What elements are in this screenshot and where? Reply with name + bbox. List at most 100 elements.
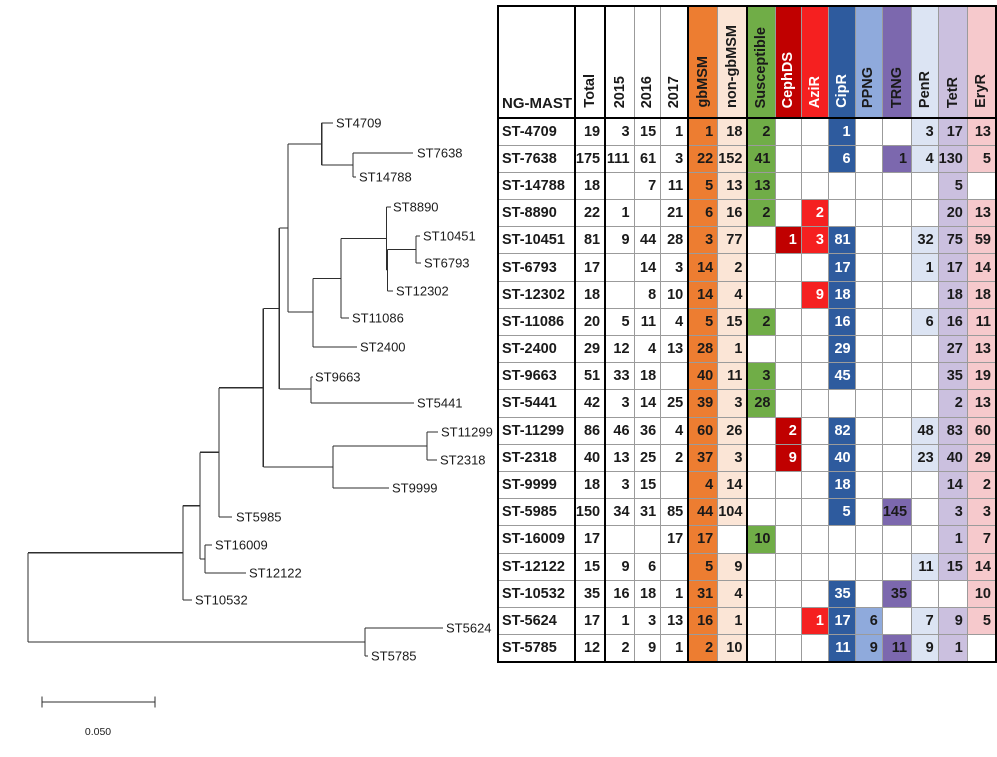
table-cell-ngmast: ST-2318 <box>497 443 576 472</box>
table-cell-nongbmsm: 13 <box>717 171 749 201</box>
table-cell-gbmsm: 2 <box>687 634 719 663</box>
table-cell-y2016: 15 <box>633 470 662 500</box>
table-cell-susc <box>746 606 776 636</box>
data-table-container: NG-MAST Total 2015 2016 2017 gbMSM non-gbMSM Su… <box>497 5 997 663</box>
table-cell-total: 12 <box>573 634 607 663</box>
table-cell-gbmsm: 14 <box>687 280 719 309</box>
column-header-label: CipR <box>833 74 850 108</box>
table-cell-penr: 48 <box>911 416 939 445</box>
table-cell-penr: 32 <box>911 226 939 255</box>
table-cell-susc <box>746 253 776 282</box>
column-header-y2017: 2017 <box>660 5 690 119</box>
table-cell-susc <box>746 498 776 527</box>
table-cell-y2016: 44 <box>633 226 662 255</box>
table-cell-y2016: 9 <box>633 634 662 663</box>
table-cell-cephds <box>774 144 802 173</box>
table-cell-y2015: 46 <box>604 416 635 445</box>
table-cell-penr <box>911 171 939 201</box>
table-cell-ppng <box>854 144 883 173</box>
table-cell-tetr: 1 <box>937 634 968 663</box>
table-cell-ppng <box>854 171 883 201</box>
table-cell-ppng <box>854 470 883 500</box>
column-header-y2016: 2016 <box>633 5 662 119</box>
table-cell-penr <box>911 199 939 228</box>
table-cell-eryr <box>966 634 997 663</box>
table-cell-cipr: 1 <box>828 117 856 146</box>
table-cell-trng: 35 <box>881 579 913 608</box>
table-cell-cipr: 18 <box>828 470 856 500</box>
column-header-total: Total <box>573 5 607 119</box>
table-cell-eryr: 5 <box>966 144 997 173</box>
table-cell-cipr: 17 <box>828 253 856 282</box>
table-cell-ppng <box>854 416 883 445</box>
table-row: ST-5785 12 2 9 1 2 10 11 9 11 9 1 <box>497 634 997 663</box>
table-cell-cephds: 1 <box>774 226 802 255</box>
table-cell-susc <box>746 280 776 309</box>
table-cell-y2015: 3 <box>604 470 635 500</box>
table-row: ST-14788 18 7 11 5 13 13 5 <box>497 171 997 201</box>
table-cell-eryr: 59 <box>966 226 997 255</box>
table-cell-cephds <box>774 171 802 201</box>
table-cell-y2017: 4 <box>660 307 690 337</box>
table-cell-y2017 <box>660 470 690 500</box>
table-cell-ngmast: ST-11299 <box>497 416 576 445</box>
table-cell-gbmsm: 16 <box>687 606 719 636</box>
column-header-label: gbMSM <box>694 56 711 108</box>
table-cell-susc <box>746 443 776 472</box>
table-cell-trng <box>881 199 913 228</box>
table-cell-y2015: 16 <box>604 579 635 608</box>
table-cell-eryr: 13 <box>966 199 997 228</box>
table-cell-y2015: 9 <box>604 226 635 255</box>
table-cell-penr: 4 <box>911 144 939 173</box>
table-cell-tetr: 35 <box>937 362 968 391</box>
table-cell-y2016: 7 <box>633 171 662 201</box>
table-cell-nongbmsm: 152 <box>717 144 749 173</box>
table-cell-y2015 <box>604 171 635 201</box>
table-cell-nongbmsm <box>717 525 749 554</box>
table-cell-susc: 13 <box>746 171 776 201</box>
table-row: ST-9663 51 33 18 40 11 3 45 35 19 <box>497 362 997 391</box>
table-cell-eryr: 7 <box>966 525 997 554</box>
table-cell-trng <box>881 280 913 309</box>
table-cell-eryr: 13 <box>966 334 997 364</box>
table-cell-eryr: 11 <box>966 307 997 337</box>
table-cell-ngmast: ST-4709 <box>497 117 576 146</box>
table-cell-susc <box>746 226 776 255</box>
table-cell-trng <box>881 552 913 581</box>
table-cell-y2017: 28 <box>660 226 690 255</box>
column-header-trng: TRNG <box>881 5 913 119</box>
table-cell-y2015 <box>604 280 635 309</box>
table-cell-ppng <box>854 498 883 527</box>
table-cell-total: 40 <box>573 443 607 472</box>
table-cell-cephds <box>774 498 802 527</box>
table-cell-total: 51 <box>573 362 607 391</box>
table-cell-eryr: 2 <box>966 470 997 500</box>
table-cell-trng <box>881 362 913 391</box>
tree-leaf-label: ST7638 <box>417 146 463 161</box>
table-cell-y2016: 6 <box>633 552 662 581</box>
tree-leaf-label: ST12302 <box>396 284 449 299</box>
table-cell-nongbmsm: 10 <box>717 634 749 663</box>
table-row: ST-10532 35 16 18 1 31 4 35 35 10 <box>497 579 997 608</box>
table-row: ST-7638 175 111 61 3 22 152 41 6 1 4 130 5 <box>497 144 997 173</box>
table-cell-penr <box>911 280 939 309</box>
table-cell-ppng <box>854 280 883 309</box>
table-cell-cephds <box>774 280 802 309</box>
table-cell-y2015: 34 <box>604 498 635 527</box>
table-cell-ppng <box>854 389 883 418</box>
table-cell-y2016: 31 <box>633 498 662 527</box>
column-header-gbmsm: gbMSM <box>687 5 719 119</box>
column-header-eryr: EryR <box>966 5 997 119</box>
table-cell-trng: 1 <box>881 144 913 173</box>
table-row: ST-16009 17 17 17 10 1 7 <box>497 525 997 554</box>
table-cell-y2017: 25 <box>660 389 690 418</box>
table-cell-y2017: 3 <box>660 144 690 173</box>
table-cell-cipr: 29 <box>828 334 856 364</box>
table-cell-ngmast: ST-2400 <box>497 334 576 364</box>
column-header-azir: AziR <box>800 5 830 119</box>
table-cell-susc: 2 <box>746 307 776 337</box>
table-cell-tetr: 83 <box>937 416 968 445</box>
table-cell-gbmsm: 31 <box>687 579 719 608</box>
table-row: ST-5441 42 3 14 25 39 3 28 2 13 <box>497 389 997 418</box>
table-cell-cephds: 9 <box>774 443 802 472</box>
